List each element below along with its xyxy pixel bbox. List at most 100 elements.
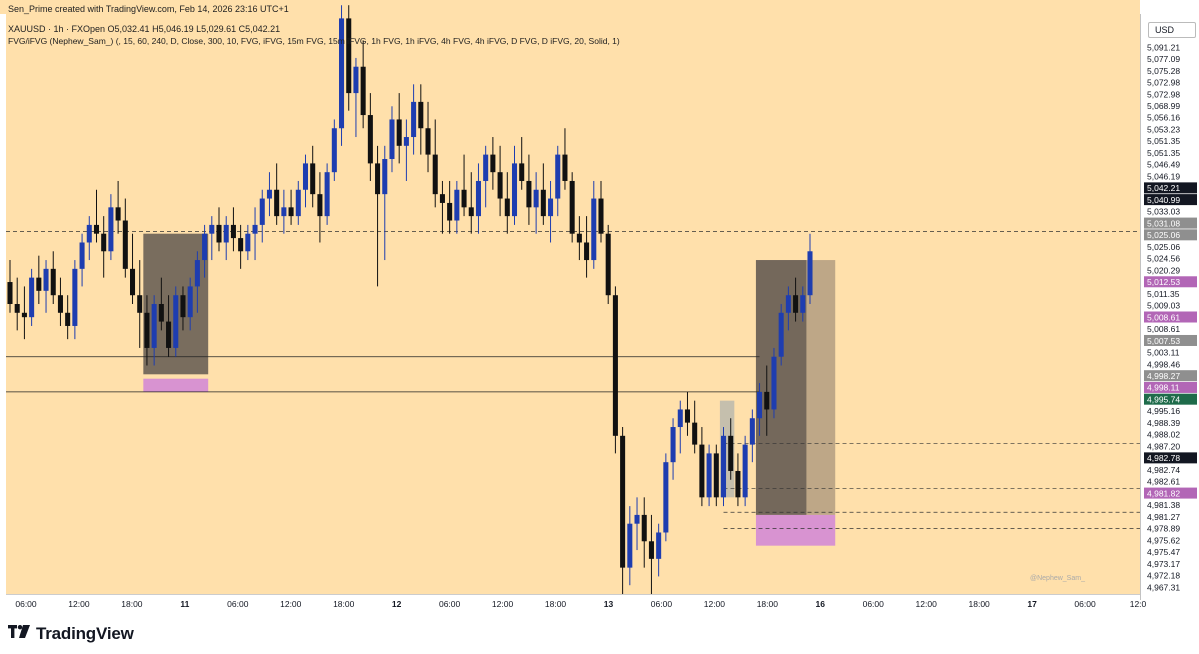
candle-body xyxy=(576,233,582,243)
time-axis-label: 06:00 xyxy=(863,599,885,609)
price-label-bg xyxy=(1144,370,1197,382)
price-axis-label: 5,008.61 xyxy=(1147,324,1180,334)
candle-body xyxy=(180,295,186,318)
price-label-bg xyxy=(1144,452,1197,464)
candle-body xyxy=(411,101,417,138)
time-axis-label: 13 xyxy=(604,599,614,609)
price-axis-label: 5,024.56 xyxy=(1147,254,1180,264)
candle-body xyxy=(511,163,518,217)
candle-body xyxy=(533,189,539,208)
candle-body xyxy=(14,304,20,313)
price-axis-label: 4,998.27 xyxy=(1147,371,1180,381)
time-axis-label: 18:00 xyxy=(757,599,779,609)
candle-body xyxy=(562,154,568,181)
candle-body xyxy=(548,198,554,217)
candle-body xyxy=(519,163,525,181)
candle-body xyxy=(79,242,85,269)
price-axis-label: 5,025.06 xyxy=(1147,242,1180,252)
time-axis-label: 12:00 xyxy=(704,599,726,609)
candle-body xyxy=(771,356,777,410)
price-axis-label: 4,967.31 xyxy=(1147,582,1180,592)
candle-body xyxy=(490,154,496,173)
symbol-ohlc-legend[interactable]: XAUUSD · 1h · FXOpen O5,032.41 H5,046.19… xyxy=(8,24,281,34)
candle-body xyxy=(367,115,373,164)
candle-body xyxy=(50,268,56,296)
candle-body xyxy=(281,207,287,217)
price-label-bg xyxy=(1144,311,1197,323)
tradingview-brand[interactable]: TradingView xyxy=(8,622,134,646)
price-label-bg xyxy=(1144,487,1197,499)
price-axis-label: 4,982.61 xyxy=(1147,477,1180,487)
candle-body xyxy=(57,295,63,313)
candle-body xyxy=(137,295,143,313)
candle-body xyxy=(115,207,121,221)
candle-body xyxy=(274,189,280,217)
time-axis-label: 06:00 xyxy=(15,599,37,609)
time-axis-bg xyxy=(0,594,1140,614)
candle-body xyxy=(202,233,208,261)
candle-body xyxy=(569,180,575,234)
price-label-bg xyxy=(1144,194,1197,206)
currency-selector[interactable]: USD xyxy=(1148,22,1196,38)
candle-body xyxy=(735,470,741,498)
candle-body xyxy=(216,224,222,243)
price-axis-label: 5,075.28 xyxy=(1147,66,1180,76)
candle-body xyxy=(173,295,179,348)
price-axis-label: 5,077.09 xyxy=(1147,54,1180,64)
price-label-bg xyxy=(1144,334,1197,346)
candle-body xyxy=(620,435,626,568)
price-axis-label: 4,988.39 xyxy=(1147,418,1180,428)
candle-body xyxy=(194,260,200,287)
price-label-bg xyxy=(1144,182,1197,194)
candle-body xyxy=(86,224,92,243)
price-label-bg xyxy=(1144,276,1197,288)
candle-body xyxy=(670,427,676,463)
candle-body xyxy=(742,444,748,498)
time-axis-label: 12:00 xyxy=(68,599,90,609)
candle-body xyxy=(720,435,727,498)
candle-body xyxy=(526,180,532,208)
time-axis-label: 12:00 xyxy=(916,599,938,609)
price-axis-label: 5,068.99 xyxy=(1147,101,1180,111)
candle-body xyxy=(807,251,813,296)
indicator-legend[interactable]: FVG/iFVG (Nephew_Sam_) (, 15, 60, 240, D… xyxy=(8,36,620,46)
candle-body xyxy=(353,66,359,94)
time-axis-label: 06:00 xyxy=(227,599,249,609)
candle-body xyxy=(245,233,251,252)
time-axis-label: 18:00 xyxy=(969,599,991,609)
candle-body xyxy=(295,189,301,217)
candle-body xyxy=(158,304,164,322)
candle-body xyxy=(223,224,229,243)
candle-body xyxy=(425,128,431,155)
candle-body xyxy=(497,172,503,199)
candle-body xyxy=(540,189,546,217)
candle-body xyxy=(346,18,352,94)
price-axis-label: 5,033.03 xyxy=(1147,207,1180,217)
plot-top-strip xyxy=(0,0,1199,14)
candle-body xyxy=(29,277,35,318)
price-axis-label: 5,012.53 xyxy=(1147,277,1180,287)
candle-body xyxy=(324,172,330,217)
candle-body xyxy=(555,154,561,199)
time-axis-label: 16 xyxy=(816,599,826,609)
candle-body xyxy=(461,189,467,208)
price-axis-label: 4,972.18 xyxy=(1147,571,1180,581)
time-axis-label: 17 xyxy=(1027,599,1037,609)
candle-body xyxy=(259,198,265,225)
time-axis-label: 12:0 xyxy=(1130,599,1147,609)
candle-body xyxy=(339,18,345,129)
time-axis-label: 18:00 xyxy=(545,599,567,609)
candle-body xyxy=(663,462,669,533)
candle-body xyxy=(72,268,78,326)
candle-body xyxy=(302,163,309,190)
price-axis-label: 5,046.49 xyxy=(1147,160,1180,170)
candle-body xyxy=(418,101,424,129)
chart-caption: Sen_Prime created with TradingView.com, … xyxy=(8,4,289,14)
candle-body xyxy=(187,286,193,318)
candle-body xyxy=(93,224,100,234)
candle-body xyxy=(317,194,323,217)
candle-body xyxy=(483,154,489,181)
price-axis-label: 4,973.17 xyxy=(1147,559,1180,569)
price-axis-label: 5,040.99 xyxy=(1147,195,1180,205)
